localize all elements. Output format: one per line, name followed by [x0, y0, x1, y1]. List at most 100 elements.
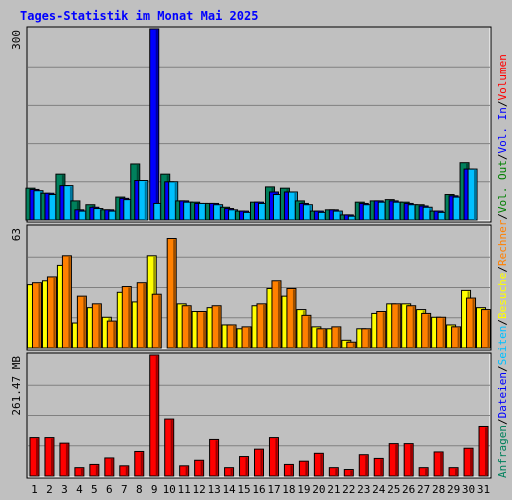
bar-rechner — [406, 305, 417, 349]
bar-rechner — [31, 282, 42, 349]
bar-shade — [395, 444, 398, 476]
bar-shade — [382, 312, 385, 348]
bar-volumen — [283, 463, 294, 477]
bar-shade — [173, 239, 176, 348]
bar-shade — [455, 468, 458, 476]
bar-shade — [380, 459, 383, 476]
bar-shade — [203, 312, 206, 348]
bar-volumen — [149, 354, 160, 477]
y-max-label: 261.47 MB — [10, 356, 23, 416]
legend-entry: / — [496, 418, 509, 425]
x-tick-label: 20 — [312, 483, 325, 496]
x-tick-label: 12 — [193, 483, 206, 496]
legend-entry: Vol. Out — [496, 160, 509, 213]
bar-volumen — [179, 465, 190, 477]
bar-shade — [307, 316, 310, 348]
bar-volumen — [328, 467, 339, 477]
bar-rechner — [436, 316, 447, 349]
bar-shade — [260, 450, 263, 476]
bar-shade — [245, 457, 248, 476]
bar-volumen — [433, 451, 444, 477]
bar-volumen — [89, 463, 100, 477]
x-tick-label: 17 — [267, 483, 280, 496]
bar-volumen — [194, 459, 205, 477]
bar-volumen — [343, 469, 354, 477]
bar-rechner — [391, 303, 402, 349]
x-tick-label: 13 — [207, 483, 220, 496]
bar-shade — [50, 438, 53, 476]
bar-shade — [230, 468, 233, 476]
bar-shade — [440, 452, 443, 476]
x-tick-label: 4 — [76, 483, 83, 496]
bar-shade — [215, 440, 218, 476]
bar-volumen — [463, 447, 474, 477]
bar-rechner — [481, 309, 492, 349]
bar-shade — [140, 452, 143, 476]
bar-rechner — [316, 328, 327, 349]
x-tick-label: 2 — [46, 483, 53, 496]
bar-shade — [110, 458, 113, 476]
bar-volumen — [478, 425, 489, 477]
bar-volumen — [298, 460, 309, 477]
bar-shade — [367, 329, 370, 348]
bar-shade — [113, 322, 116, 348]
bar-volumen — [418, 467, 429, 477]
bar-shade — [125, 466, 128, 476]
panel-visits: 63 — [10, 224, 492, 351]
legend-entry: / — [496, 153, 509, 160]
x-tick-label: 18 — [282, 483, 295, 496]
bar-shade — [290, 465, 293, 476]
bar-shade — [337, 327, 340, 348]
bar-shade — [397, 304, 400, 348]
bar-shade — [350, 470, 353, 476]
bar-shade — [53, 277, 56, 348]
bar-shade — [200, 461, 203, 476]
bar-shade — [320, 454, 323, 476]
x-tick-label: 11 — [178, 483, 191, 496]
x-tick-label: 26 — [402, 483, 415, 496]
panel-frame — [26, 26, 492, 223]
bar-rechner — [136, 282, 147, 349]
legend-entry: Rechner — [496, 219, 509, 266]
bar-shade — [248, 327, 251, 348]
bar-shade — [155, 356, 158, 476]
legend-entry: Vol. In — [496, 107, 509, 153]
bar-shade — [470, 449, 473, 476]
legend-entry: / — [496, 100, 509, 107]
bar-rechner — [301, 314, 312, 349]
bar-volumen — [373, 457, 384, 477]
bar-shade — [487, 310, 490, 348]
x-tick-label: 8 — [136, 483, 143, 496]
bar-shade — [365, 455, 368, 476]
x-tick-label: 22 — [342, 483, 355, 496]
bar-shade — [485, 427, 488, 476]
bar-rechner — [121, 286, 132, 349]
bar-shade — [425, 468, 428, 476]
bar-rechner — [376, 311, 387, 349]
legend-entry: / — [496, 266, 509, 273]
bar-rechner — [241, 326, 252, 349]
bar-volumen — [448, 467, 459, 477]
bar-rechner — [361, 328, 372, 349]
legend-entry: Dateien — [496, 372, 509, 418]
bar-rechner — [76, 295, 87, 349]
x-tick-label: 7 — [121, 483, 128, 496]
legend-entry: Besuche — [496, 273, 509, 319]
legend-entry: / — [496, 319, 509, 326]
bar-volumen — [44, 437, 55, 477]
bar-shade — [155, 30, 158, 220]
bar-rechner — [91, 303, 102, 349]
bar-shade — [412, 306, 415, 348]
x-tick-label: 24 — [372, 483, 386, 496]
legend: Anfragen/Dateien/Seiten/Besuche/Rechner/… — [496, 54, 509, 478]
x-tick-label: 31 — [477, 483, 490, 496]
bar-shade — [292, 289, 295, 348]
bar-shade — [233, 325, 236, 348]
panel-volume: 261.47 MB — [10, 352, 492, 479]
bar-shade — [38, 283, 41, 348]
legend-entry: Seiten — [496, 326, 509, 366]
bar-shade — [457, 327, 460, 348]
x-tick-label: 23 — [357, 483, 370, 496]
